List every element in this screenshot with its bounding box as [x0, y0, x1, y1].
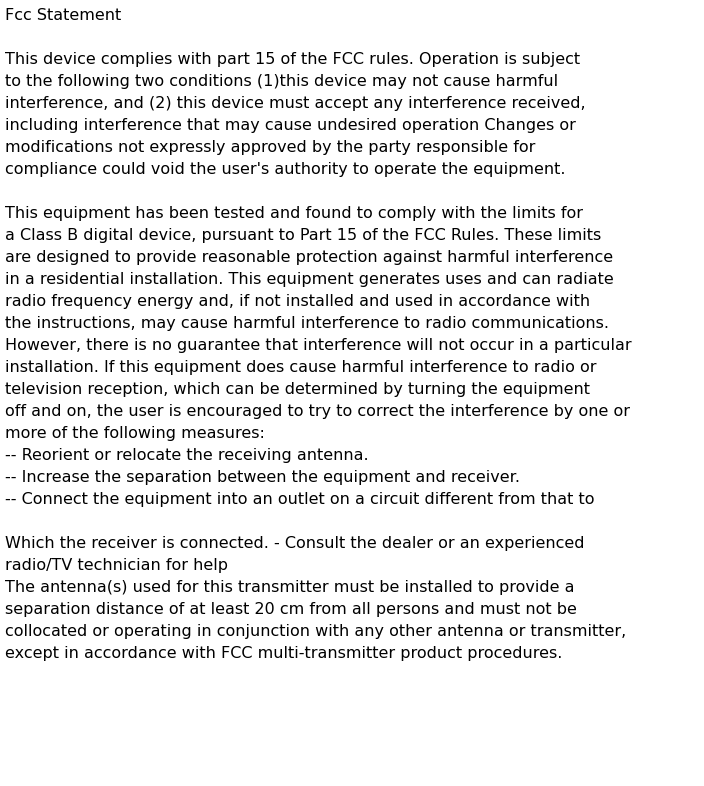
Text: off and on, the user is encouraged to try to correct the interference by one or: off and on, the user is encouraged to tr… — [5, 404, 630, 419]
Text: to the following two conditions (1)this device may not cause harmful: to the following two conditions (1)this … — [5, 74, 558, 89]
Text: television reception, which can be determined by turning the equipment: television reception, which can be deter… — [5, 382, 590, 397]
Text: -- Increase the separation between the equipment and receiver.: -- Increase the separation between the e… — [5, 470, 520, 485]
Text: except in accordance with FCC multi-transmitter product procedures.: except in accordance with FCC multi-tran… — [5, 646, 562, 661]
Text: interference, and (2) this device must accept any interference received,: interference, and (2) this device must a… — [5, 96, 586, 111]
Text: are designed to provide reasonable protection against harmful interference: are designed to provide reasonable prote… — [5, 250, 613, 265]
Text: -- Connect the equipment into an outlet on a circuit different from that to: -- Connect the equipment into an outlet … — [5, 492, 594, 507]
Text: This device complies with part 15 of the FCC rules. Operation is subject: This device complies with part 15 of the… — [5, 52, 580, 67]
Text: the instructions, may cause harmful interference to radio communications.: the instructions, may cause harmful inte… — [5, 316, 609, 331]
Text: separation distance of at least 20 cm from all persons and must not be: separation distance of at least 20 cm fr… — [5, 602, 577, 617]
Text: more of the following measures:: more of the following measures: — [5, 426, 265, 441]
Text: This equipment has been tested and found to comply with the limits for: This equipment has been tested and found… — [5, 206, 583, 221]
Text: modifications not expressly approved by the party responsible for: modifications not expressly approved by … — [5, 140, 535, 155]
Text: including interference that may cause undesired operation Changes or: including interference that may cause un… — [5, 118, 576, 133]
Text: radio/TV technician for help: radio/TV technician for help — [5, 558, 228, 573]
Text: -- Reorient or relocate the receiving antenna.: -- Reorient or relocate the receiving an… — [5, 448, 369, 463]
Text: Which the receiver is connected. - Consult the dealer or an experienced: Which the receiver is connected. - Consu… — [5, 536, 584, 551]
Text: radio frequency energy and, if not installed and used in accordance with: radio frequency energy and, if not insta… — [5, 294, 590, 309]
Text: in a residential installation. This equipment generates uses and can radiate: in a residential installation. This equi… — [5, 272, 614, 287]
Text: Fcc Statement: Fcc Statement — [5, 8, 121, 23]
Text: compliance could void the user's authority to operate the equipment.: compliance could void the user's authori… — [5, 162, 565, 177]
Text: The antenna(s) used for this transmitter must be installed to provide a: The antenna(s) used for this transmitter… — [5, 580, 574, 595]
Text: collocated or operating in conjunction with any other antenna or transmitter,: collocated or operating in conjunction w… — [5, 624, 627, 639]
Text: a Class B digital device, pursuant to Part 15 of the FCC Rules. These limits: a Class B digital device, pursuant to Pa… — [5, 228, 601, 243]
Text: installation. If this equipment does cause harmful interference to radio or: installation. If this equipment does cau… — [5, 360, 596, 375]
Text: However, there is no guarantee that interference will not occur in a particular: However, there is no guarantee that inte… — [5, 338, 631, 353]
